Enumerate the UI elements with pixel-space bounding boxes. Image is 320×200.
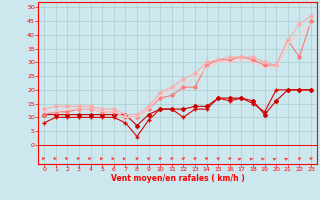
X-axis label: Vent moyen/en rafales ( km/h ): Vent moyen/en rafales ( km/h )	[111, 174, 244, 183]
